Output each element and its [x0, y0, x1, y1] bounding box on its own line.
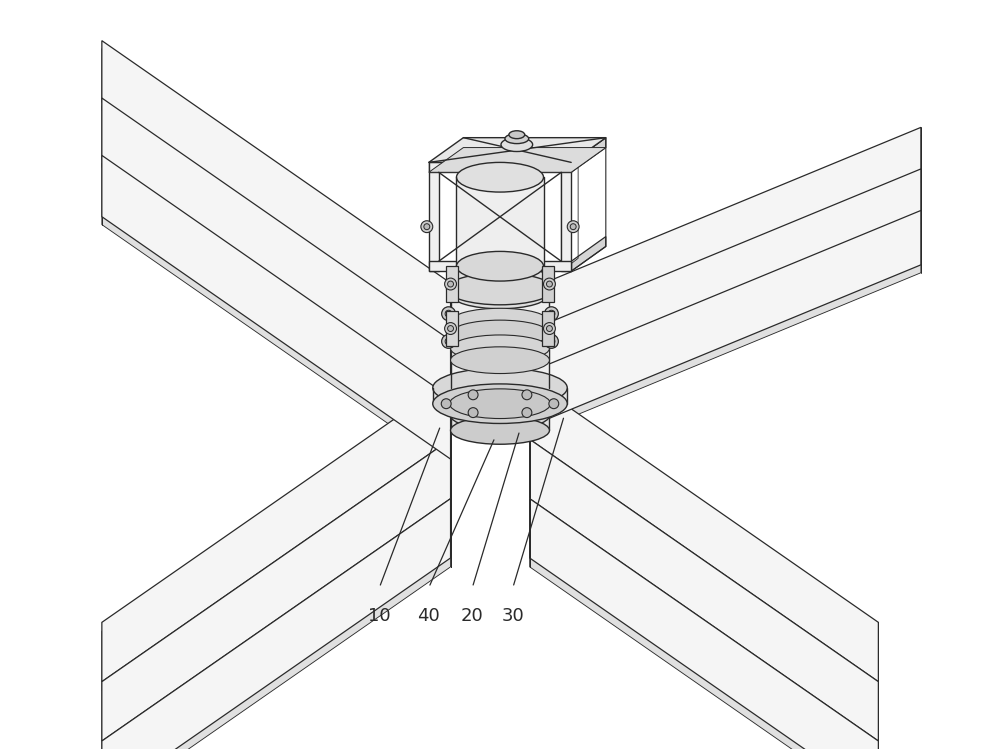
- Polygon shape: [102, 41, 451, 344]
- Circle shape: [546, 325, 552, 331]
- Polygon shape: [102, 439, 451, 741]
- Circle shape: [548, 338, 555, 345]
- Polygon shape: [456, 177, 544, 267]
- Polygon shape: [102, 49, 451, 352]
- Circle shape: [544, 278, 555, 290]
- Circle shape: [445, 322, 456, 334]
- Polygon shape: [102, 389, 451, 691]
- Circle shape: [544, 322, 555, 334]
- Polygon shape: [102, 498, 451, 753]
- Ellipse shape: [433, 368, 567, 407]
- Polygon shape: [451, 416, 549, 431]
- Circle shape: [442, 334, 455, 349]
- Polygon shape: [102, 163, 451, 467]
- Ellipse shape: [501, 138, 533, 151]
- Polygon shape: [530, 389, 878, 691]
- Circle shape: [545, 306, 558, 321]
- Polygon shape: [530, 169, 921, 385]
- Ellipse shape: [451, 347, 549, 373]
- Circle shape: [445, 338, 452, 345]
- Polygon shape: [102, 448, 451, 750]
- Polygon shape: [102, 155, 451, 459]
- Polygon shape: [542, 267, 554, 302]
- Ellipse shape: [447, 273, 553, 305]
- Polygon shape: [102, 380, 451, 681]
- Polygon shape: [561, 163, 571, 271]
- Polygon shape: [542, 311, 554, 346]
- Circle shape: [421, 221, 433, 233]
- Ellipse shape: [456, 163, 544, 192]
- Ellipse shape: [451, 335, 549, 361]
- Polygon shape: [530, 127, 921, 343]
- Circle shape: [445, 310, 452, 317]
- Ellipse shape: [509, 131, 525, 139]
- Polygon shape: [102, 106, 451, 410]
- Polygon shape: [429, 148, 606, 172]
- Polygon shape: [530, 508, 878, 753]
- Polygon shape: [451, 322, 549, 334]
- Polygon shape: [102, 508, 451, 753]
- Polygon shape: [530, 439, 878, 741]
- Polygon shape: [446, 311, 458, 346]
- Polygon shape: [530, 177, 921, 393]
- Circle shape: [468, 407, 478, 418]
- Polygon shape: [451, 294, 549, 388]
- Polygon shape: [102, 98, 451, 401]
- Polygon shape: [429, 261, 571, 271]
- Ellipse shape: [451, 320, 549, 347]
- Ellipse shape: [505, 134, 529, 144]
- Circle shape: [445, 278, 456, 290]
- Polygon shape: [530, 218, 921, 434]
- Text: 10: 10: [368, 608, 391, 626]
- Ellipse shape: [451, 401, 549, 429]
- Polygon shape: [530, 136, 921, 352]
- Ellipse shape: [451, 416, 549, 444]
- Ellipse shape: [451, 308, 549, 335]
- Text: 40: 40: [417, 608, 440, 626]
- Polygon shape: [429, 163, 571, 172]
- Polygon shape: [530, 448, 878, 750]
- Polygon shape: [429, 138, 606, 163]
- Circle shape: [545, 334, 558, 349]
- Circle shape: [441, 399, 451, 409]
- Polygon shape: [530, 210, 921, 426]
- Polygon shape: [530, 380, 878, 681]
- Circle shape: [546, 281, 552, 287]
- Text: 20: 20: [461, 608, 484, 626]
- Polygon shape: [446, 267, 458, 302]
- Ellipse shape: [450, 389, 550, 419]
- Ellipse shape: [433, 384, 567, 423]
- Polygon shape: [433, 388, 567, 404]
- Polygon shape: [571, 236, 606, 271]
- Circle shape: [567, 221, 579, 233]
- Circle shape: [424, 224, 430, 230]
- Circle shape: [522, 407, 532, 418]
- Text: 30: 30: [501, 608, 524, 626]
- Circle shape: [548, 310, 555, 317]
- Circle shape: [468, 390, 478, 400]
- Ellipse shape: [456, 252, 544, 281]
- Circle shape: [549, 399, 559, 409]
- Circle shape: [522, 390, 532, 400]
- Polygon shape: [429, 163, 439, 271]
- Circle shape: [448, 325, 454, 331]
- Polygon shape: [530, 498, 878, 753]
- Circle shape: [442, 306, 455, 321]
- Circle shape: [448, 281, 454, 287]
- Polygon shape: [451, 349, 549, 360]
- Ellipse shape: [451, 279, 549, 309]
- Polygon shape: [447, 271, 553, 289]
- Circle shape: [570, 224, 576, 230]
- Polygon shape: [571, 138, 606, 172]
